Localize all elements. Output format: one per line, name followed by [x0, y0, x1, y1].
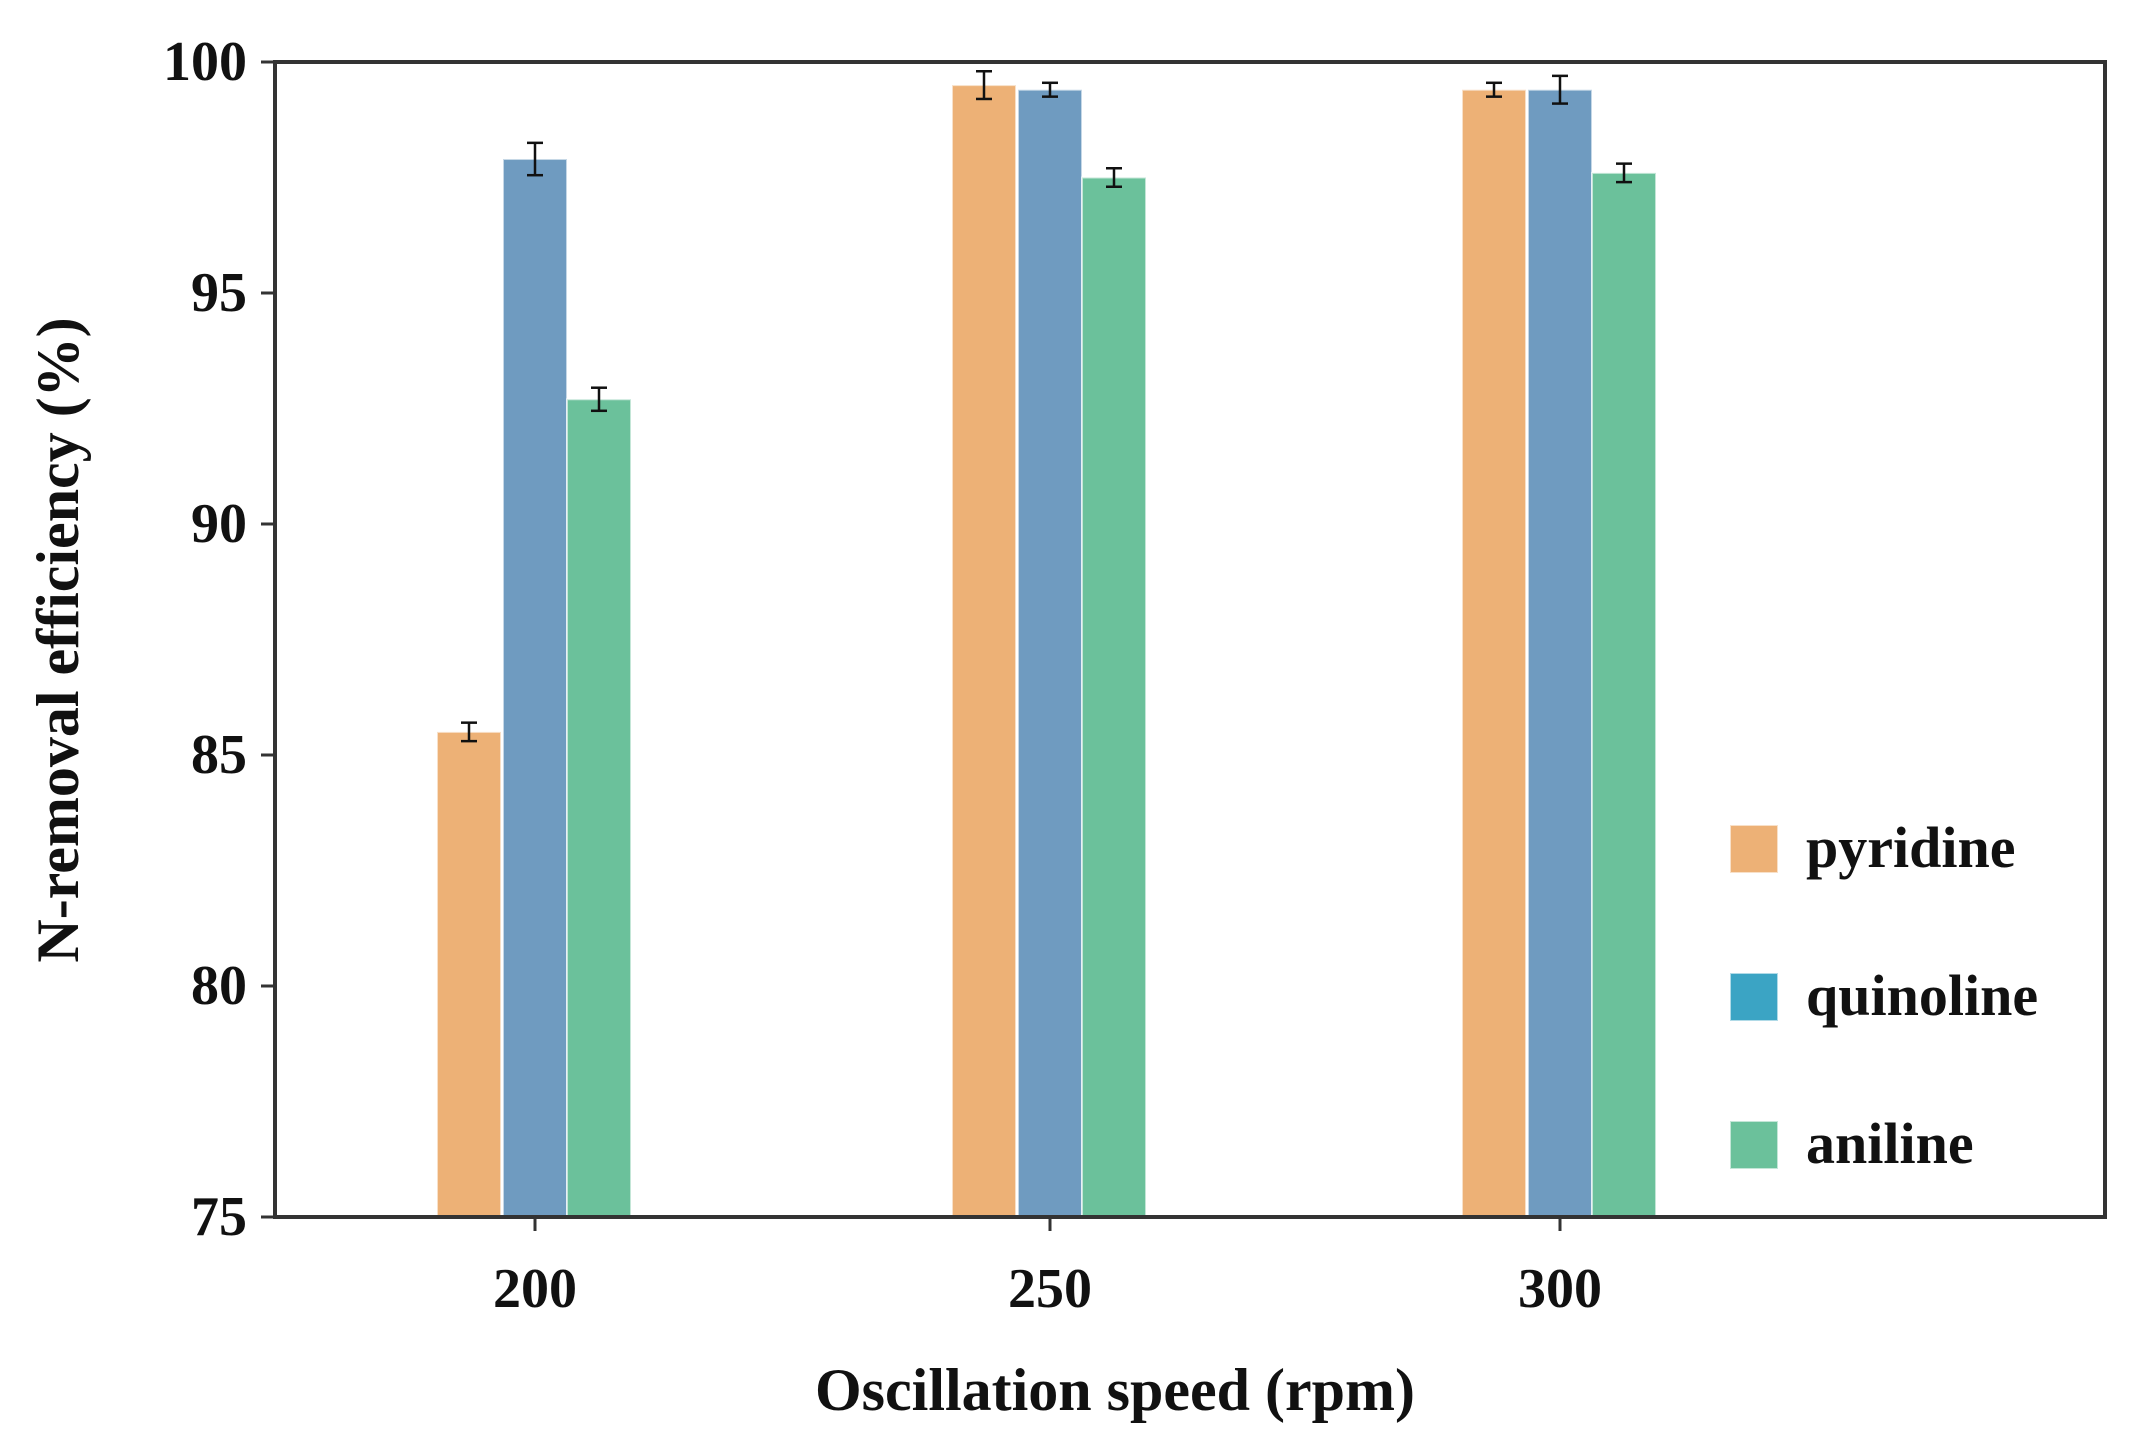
legend-item-pyridine: pyridine	[1729, 815, 2016, 880]
error-bar-pyridine-200	[461, 721, 477, 743]
x-tick-label-300: 300	[1518, 1258, 1602, 1320]
x-tick-label-200: 200	[493, 1258, 577, 1320]
bar-aniline-200	[566, 398, 632, 1218]
error-bars-layer	[461, 69, 1632, 743]
bar-aniline-250	[1081, 176, 1147, 1218]
bar-pyridine-200	[436, 730, 502, 1219]
x-axis-title: Oscillation speed (rpm)	[815, 1357, 1415, 1423]
bar-quinoline-200	[502, 158, 568, 1218]
error-bar-quinoline-300	[1552, 74, 1568, 105]
error-bar-aniline-250	[1106, 167, 1122, 188]
legend-item-aniline: aniline	[1729, 1111, 1974, 1176]
y-tick-label-85: 85	[191, 724, 247, 786]
legend-label-pyridine: pyridine	[1806, 815, 2016, 880]
y-axis-title: N-removal efficiency (%)	[25, 317, 91, 962]
bar-quinoline-250	[1017, 88, 1083, 1219]
legend-swatch-aniline	[1729, 1120, 1779, 1170]
error-bar-quinoline-250	[1042, 81, 1058, 98]
y-tick-label-95: 95	[191, 262, 247, 324]
error-bar-pyridine-300	[1486, 81, 1502, 98]
bar-pyridine-250	[951, 84, 1017, 1219]
x-axis: 200 250 300	[493, 1217, 1602, 1320]
error-bar-aniline-200	[591, 386, 607, 413]
legend-swatch-pyridine	[1729, 824, 1779, 874]
legend-item-quinoline: quinoline	[1729, 963, 2038, 1028]
error-bar-aniline-300	[1616, 162, 1632, 184]
bar-quinoline-300	[1527, 88, 1593, 1219]
y-tick-label-100: 100	[163, 31, 247, 93]
legend-label-aniline: aniline	[1806, 1111, 1974, 1176]
y-tick-label-90: 90	[191, 493, 247, 555]
plot-frame	[273, 60, 2107, 1219]
bar-pyridine-300	[1461, 88, 1527, 1219]
error-bar-pyridine-250	[976, 69, 992, 101]
y-tick-label-75: 75	[191, 1186, 247, 1248]
legend-label-quinoline: quinoline	[1806, 963, 2038, 1028]
legend: pyridine quinoline aniline	[1729, 815, 2038, 1176]
y-tick-label-80: 80	[191, 955, 247, 1017]
x-tick-label-250: 250	[1008, 1258, 1092, 1320]
y-axis: 75 80 85 90 95 100	[163, 31, 275, 1248]
error-bar-quinoline-200	[527, 141, 543, 177]
bars-layer	[436, 84, 1657, 1219]
bar-aniline-300	[1591, 171, 1657, 1218]
legend-swatch-quinoline	[1729, 972, 1779, 1022]
